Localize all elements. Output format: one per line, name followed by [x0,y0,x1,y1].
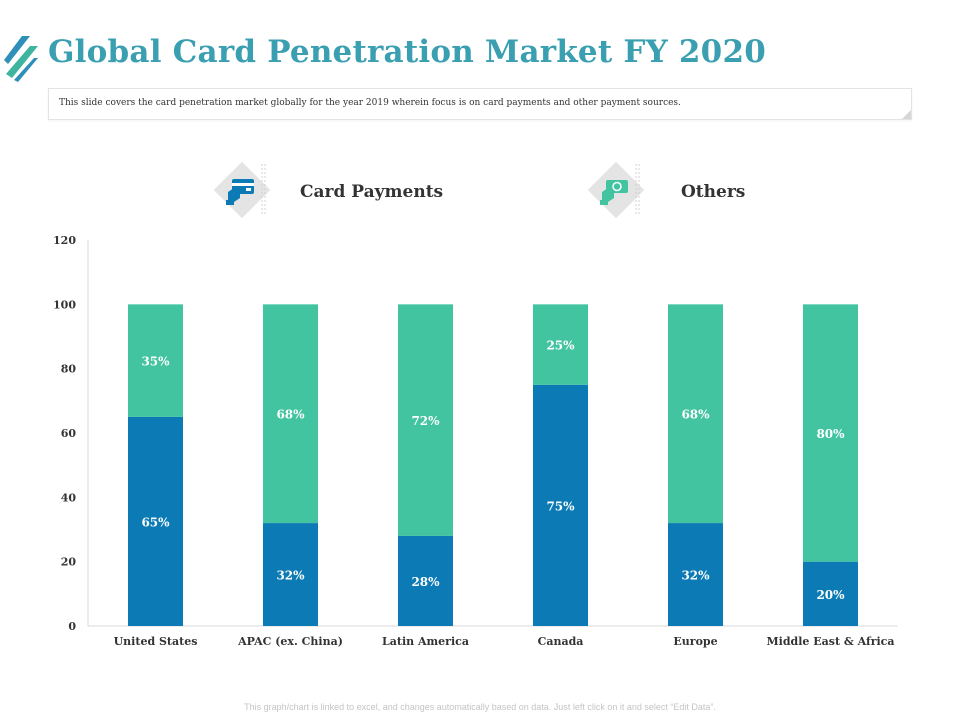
bar-card-payments [533,384,588,626]
x-tick-label: Canada [538,635,584,648]
y-tick-label: 0 [68,620,76,633]
data-label-others: 72% [411,414,440,428]
slide-description: This slide covers the card penetration m… [59,98,681,108]
bar-card-payments [803,561,858,626]
x-tick-label: Middle East & Africa [767,635,895,648]
bar-others [803,304,858,562]
data-label-others: 35% [141,355,170,369]
bar-others [398,304,453,536]
data-label-card-payments: 20% [816,588,845,602]
x-tick-label: APAC (ex. China) [237,635,343,648]
bar-others [128,304,183,417]
data-label-others: 80% [816,427,845,441]
y-tick-label: 100 [53,298,76,311]
data-label-card-payments: 65% [141,515,170,529]
legend-label-card-payments: Card Payments [300,182,444,202]
bar-card-payments [263,523,318,626]
y-tick-label: 20 [61,556,77,569]
bar-card-payments [668,523,723,626]
data-label-card-payments: 75% [546,499,575,513]
data-label-card-payments: 32% [276,569,305,583]
brand-logo-icon [4,36,38,82]
y-tick-label: 60 [61,427,77,440]
y-tick-label: 40 [61,491,77,504]
bar-others [263,304,318,524]
data-label-others: 68% [276,408,305,422]
subtitle-box: This slide covers the card penetration m… [48,88,912,120]
legend-label-others: Others [681,182,746,202]
bar-card-payments [128,416,183,626]
data-label-others: 68% [681,408,710,422]
bar-others [668,304,723,524]
data-label-others: 25% [546,339,575,353]
data-label-card-payments: 28% [411,575,440,589]
x-tick-label: Latin America [382,635,469,648]
data-label-card-payments: 32% [681,569,710,583]
page-fold-decoration [902,110,911,119]
bar-card-payments [398,535,453,626]
bar-others [533,304,588,385]
y-tick-label: 80 [61,363,77,376]
y-tick-label: 120 [53,234,76,247]
credit-card-hand-icon [213,161,271,219]
cash-hand-icon [587,161,645,219]
footer-note: This graph/chart is linked to excel, and… [244,702,716,712]
page-title: Global Card Penetration Market FY 2020 [48,34,766,70]
x-tick-label: United States [114,635,198,648]
x-tick-label: Europe [673,635,717,648]
